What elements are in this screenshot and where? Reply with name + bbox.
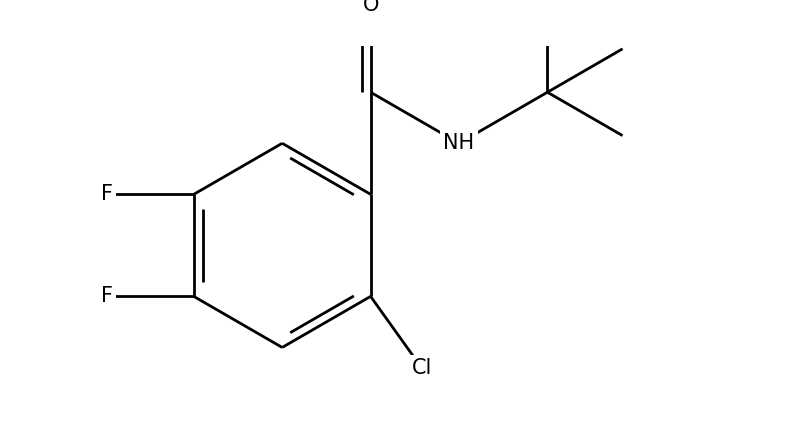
Text: F: F — [101, 286, 113, 306]
Text: Cl: Cl — [411, 358, 432, 378]
Text: NH: NH — [444, 133, 474, 153]
Text: O: O — [362, 0, 379, 15]
Text: F: F — [101, 184, 113, 204]
